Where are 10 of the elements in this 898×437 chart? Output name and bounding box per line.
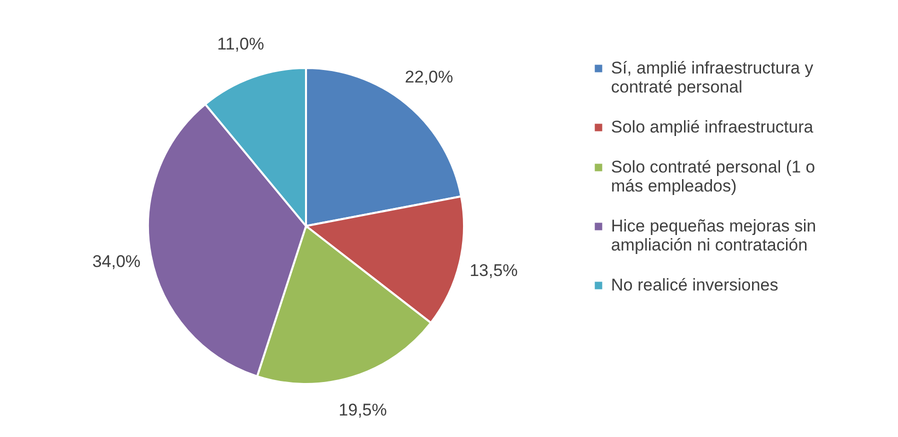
legend-label: Solo contraté personal (1 o más empleados) <box>611 158 816 196</box>
legend-label: Solo amplié infraestructura <box>611 118 814 136</box>
data-label: 19,5% <box>338 400 387 420</box>
legend-label: No realicé inversiones <box>611 276 778 294</box>
data-label: 11,0% <box>217 34 264 54</box>
data-label: 13,5% <box>470 261 518 280</box>
data-label: 22,0% <box>404 67 454 86</box>
data-label: 34,0% <box>92 252 141 272</box>
legend-label: Hice pequeñas mejoras sin ampliación ni contratación <box>611 216 816 254</box>
legend-label: Sí, amplié infraestructura y contraté personal <box>611 58 814 96</box>
